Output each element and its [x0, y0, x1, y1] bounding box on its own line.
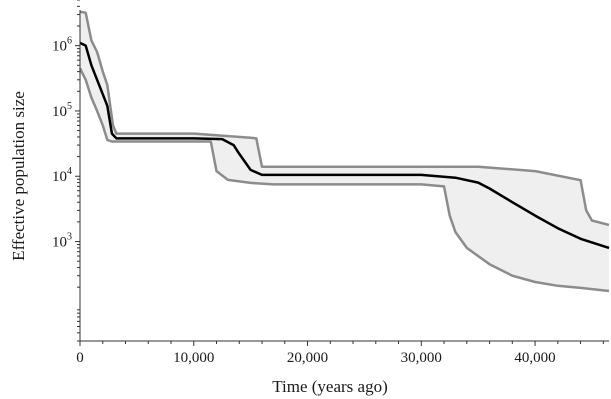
x-tick-label: 20,000	[287, 350, 328, 366]
axis-ticks: 0 10,000 20,000 30,000 40,000 103 104 105 106	[52, 0, 604, 366]
y-tick-label: 104	[52, 166, 72, 185]
median-line	[79, 41, 610, 250]
x-tick-label: 30,000	[401, 350, 442, 366]
lower-bound-line	[78, 67, 610, 293]
interval-band	[80, 11, 609, 292]
y-axis-title: Effective population size	[9, 91, 28, 261]
x-tick-label: 40,000	[514, 350, 555, 366]
y-tick-label: 103	[52, 232, 72, 251]
upper-bound-line	[79, 10, 610, 227]
x-tick-label: 10,000	[173, 350, 214, 366]
plot-area	[78, 10, 610, 293]
y-tick-label: 106	[52, 36, 72, 55]
x-axis-title: Time (years ago)	[272, 377, 388, 396]
y-tick-label: 105	[52, 101, 72, 120]
x-tick-label: 0	[76, 350, 84, 366]
